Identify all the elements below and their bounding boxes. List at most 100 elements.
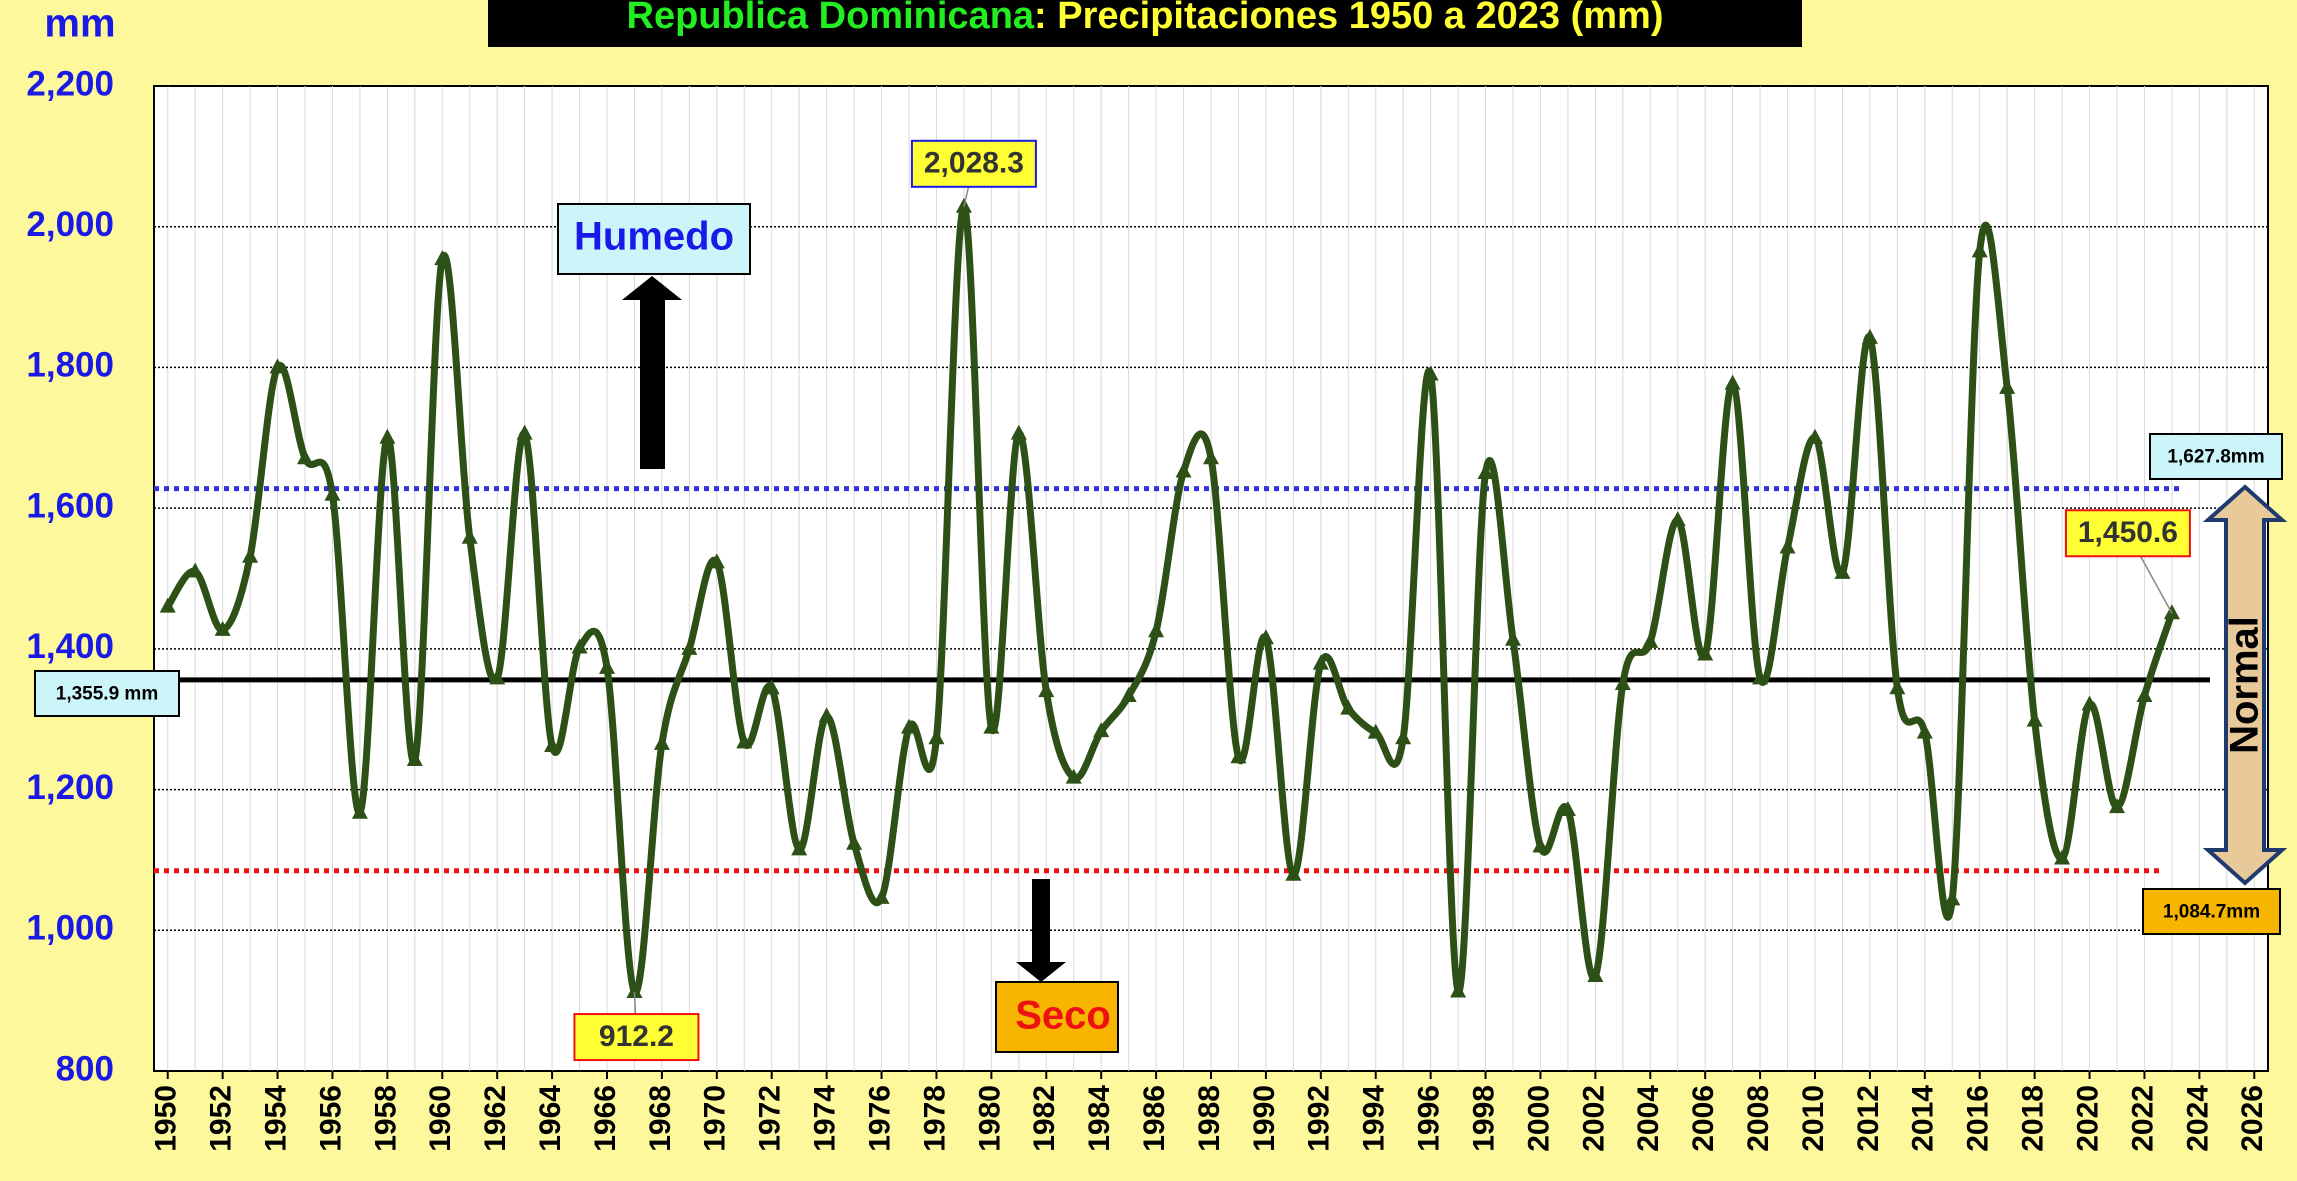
data-point xyxy=(1312,654,1329,670)
data-point xyxy=(489,669,506,685)
data-point xyxy=(1587,967,1604,983)
data-point xyxy=(791,840,808,856)
data-point xyxy=(2026,711,2043,727)
data-point xyxy=(434,250,451,266)
data-point xyxy=(1724,374,1741,390)
data-label-box xyxy=(573,1013,700,1062)
data-point xyxy=(1532,837,1549,853)
x-tick-label: 1988 xyxy=(1193,1085,1226,1152)
data-point xyxy=(1010,424,1027,440)
data-point xyxy=(1642,632,1659,648)
data-label-box xyxy=(910,139,1037,188)
data-label: 912.2 xyxy=(599,1020,674,1053)
x-tick-label: 2008 xyxy=(1742,1085,1775,1152)
data-point xyxy=(324,485,341,501)
data-label: 2,028.3 xyxy=(924,147,1024,180)
x-tick-label: 2026 xyxy=(2236,1085,2269,1152)
reference-label-box xyxy=(2142,888,2281,935)
data-point xyxy=(873,888,890,904)
data-point xyxy=(1257,629,1274,645)
y-tick-label: 1,400 xyxy=(26,627,114,666)
data-point xyxy=(1999,378,2016,394)
data-point xyxy=(242,547,259,563)
annotation-box xyxy=(995,981,1119,1053)
data-point xyxy=(1477,463,1494,479)
data-point xyxy=(544,736,561,752)
arrow-up xyxy=(622,276,682,469)
x-tick-label: 1962 xyxy=(479,1085,512,1152)
data-point xyxy=(1065,768,1082,784)
data-point xyxy=(1395,729,1412,745)
annotation: Normal xyxy=(2223,616,2267,754)
data-label-box xyxy=(2064,509,2191,558)
data-point xyxy=(406,751,423,767)
data-point xyxy=(1505,630,1521,646)
x-tick-label: 1972 xyxy=(754,1085,787,1152)
title-box xyxy=(488,0,1802,47)
data-point xyxy=(1450,982,1467,998)
data-point xyxy=(599,658,615,674)
data-point xyxy=(1559,800,1576,816)
reference-label-box xyxy=(34,670,180,717)
data-point xyxy=(1148,622,1165,638)
data-point xyxy=(708,553,725,569)
data-point xyxy=(1203,449,1219,465)
reference-label: 1,355.9 mm xyxy=(56,684,158,705)
data-point xyxy=(1367,723,1384,739)
y-tick-label: 1,200 xyxy=(26,768,114,807)
y-unit: mm xyxy=(44,2,115,46)
data-point xyxy=(846,834,863,850)
x-tick-label: 2024 xyxy=(2181,1085,2214,1152)
x-tick-label: 1996 xyxy=(1413,1085,1446,1152)
y-tick-label: 2,200 xyxy=(26,64,114,103)
data-point xyxy=(351,803,368,819)
data-point xyxy=(1807,428,1823,444)
x-tick-label: 1954 xyxy=(259,1085,292,1152)
x-tick-label: 2014 xyxy=(1907,1085,1940,1152)
data-point xyxy=(1971,242,1988,258)
x-tick-label: 1958 xyxy=(369,1085,402,1152)
data-point xyxy=(653,734,670,750)
x-tick-label: 1992 xyxy=(1303,1085,1336,1152)
x-tick-label: 1990 xyxy=(1248,1085,1281,1152)
data-point xyxy=(297,449,313,465)
data-point xyxy=(2136,686,2153,702)
x-tick-label: 2000 xyxy=(1522,1085,1555,1152)
data-point xyxy=(983,718,1000,734)
y-tick-label: 2,000 xyxy=(26,205,114,244)
x-tick-label: 1968 xyxy=(644,1085,677,1152)
x-tick-label: 1970 xyxy=(699,1085,732,1152)
x-tick-label: 1994 xyxy=(1358,1085,1391,1152)
x-tick-label: 1956 xyxy=(314,1085,347,1152)
y-tick-label: 1,800 xyxy=(26,346,114,385)
data-point xyxy=(379,428,396,444)
x-tick-label: 1964 xyxy=(534,1085,567,1152)
x-tick-label: 1976 xyxy=(863,1085,896,1152)
arrow-down xyxy=(1016,879,1066,982)
x-tick-label: 2006 xyxy=(1687,1085,1720,1152)
x-tick-label: 2016 xyxy=(1962,1085,1995,1152)
data-point xyxy=(1752,669,1769,685)
data-point xyxy=(1175,462,1192,478)
x-tick-label: 2020 xyxy=(2071,1085,2104,1152)
chart-title: : Precipitaciones 1950 a 2023 (mm) xyxy=(1034,0,1663,37)
annotation: Humedo xyxy=(574,215,734,259)
data-point xyxy=(2054,849,2071,865)
data-point xyxy=(626,983,643,999)
data-label: 1,450.6 xyxy=(2078,516,2178,549)
data-point xyxy=(571,638,588,654)
data-point xyxy=(1916,723,1933,739)
reference-label-box xyxy=(2149,433,2283,480)
data-point xyxy=(2109,798,2125,814)
data-point xyxy=(928,729,945,745)
data-point xyxy=(901,718,917,734)
data-point xyxy=(1669,511,1686,527)
data-point xyxy=(516,424,533,440)
data-point xyxy=(1093,722,1110,738)
data-point xyxy=(1779,538,1796,554)
chart-title: Republica Dominicana xyxy=(627,0,1035,37)
reference-label: 1,627.8mm xyxy=(2167,447,2264,468)
data-point xyxy=(187,562,204,578)
annotation: Seco xyxy=(1015,994,1111,1038)
